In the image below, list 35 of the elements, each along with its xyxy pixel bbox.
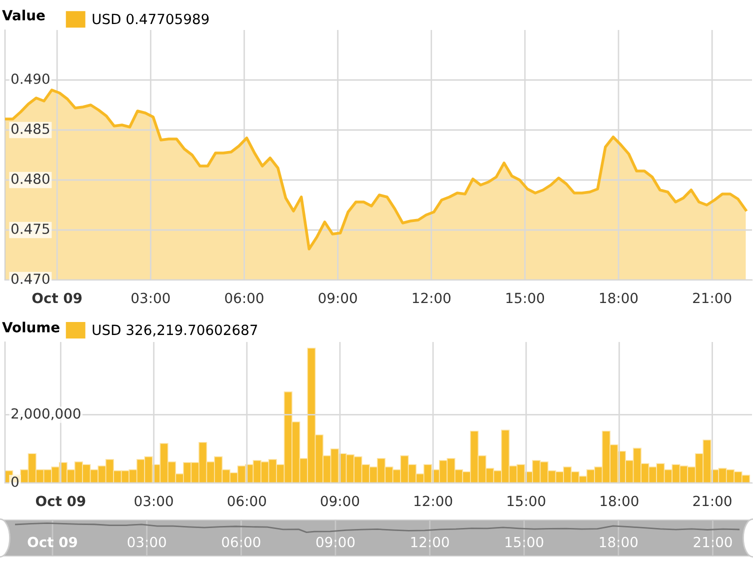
x-tick-label: 06:00 xyxy=(228,496,266,506)
x-tick-label: 21:00 xyxy=(693,496,732,506)
y-tick-label: 0 xyxy=(11,476,18,488)
legend-label: USD 0.47705989 xyxy=(92,14,209,24)
y-tick-label: 0.480 xyxy=(11,174,50,184)
x-tick-label: 09:00 xyxy=(318,292,357,304)
y-tick-label: 0.490 xyxy=(11,74,50,84)
y-tick-label: 0.470 xyxy=(11,274,50,284)
x-tick-label: 15:00 xyxy=(506,292,544,304)
x-tick-label: 18:00 xyxy=(600,496,638,506)
x-tick-label: 15:00 xyxy=(506,536,544,548)
x-tick-label: 06:00 xyxy=(222,536,260,548)
x-tick-label: 21:00 xyxy=(693,292,732,304)
x-tick-label: Oct 09 xyxy=(28,536,78,548)
x-tick-label: 03:00 xyxy=(132,292,170,304)
legend-label: USD 326,219.70602687 xyxy=(92,324,258,337)
x-tick-label: 09:00 xyxy=(320,496,360,506)
chart-title: Volume xyxy=(2,322,60,332)
x-tick-label: 06:00 xyxy=(225,292,264,304)
x-tick-label: 12:00 xyxy=(411,536,449,548)
x-tick-label: 15:00 xyxy=(508,496,546,506)
x-tick-label: 21:00 xyxy=(694,536,732,548)
x-tick-label: 18:00 xyxy=(600,536,638,548)
x-tick-label: 18:00 xyxy=(600,292,638,304)
y-tick-label: 0.485 xyxy=(11,124,50,134)
x-tick-label: 09:00 xyxy=(316,536,355,548)
x-tick-label: 12:00 xyxy=(414,496,452,506)
x-tick-label: 12:00 xyxy=(412,292,450,304)
x-tick-label: 03:00 xyxy=(128,536,166,548)
y-tick-label: 2,000,000 xyxy=(12,408,80,420)
x-tick-label: Oct 09 xyxy=(36,496,86,506)
x-tick-label: Oct 09 xyxy=(32,292,82,304)
chart-title: Value xyxy=(2,10,45,20)
y-tick-label: 0.475 xyxy=(11,224,50,234)
x-tick-label: 03:00 xyxy=(134,496,173,506)
